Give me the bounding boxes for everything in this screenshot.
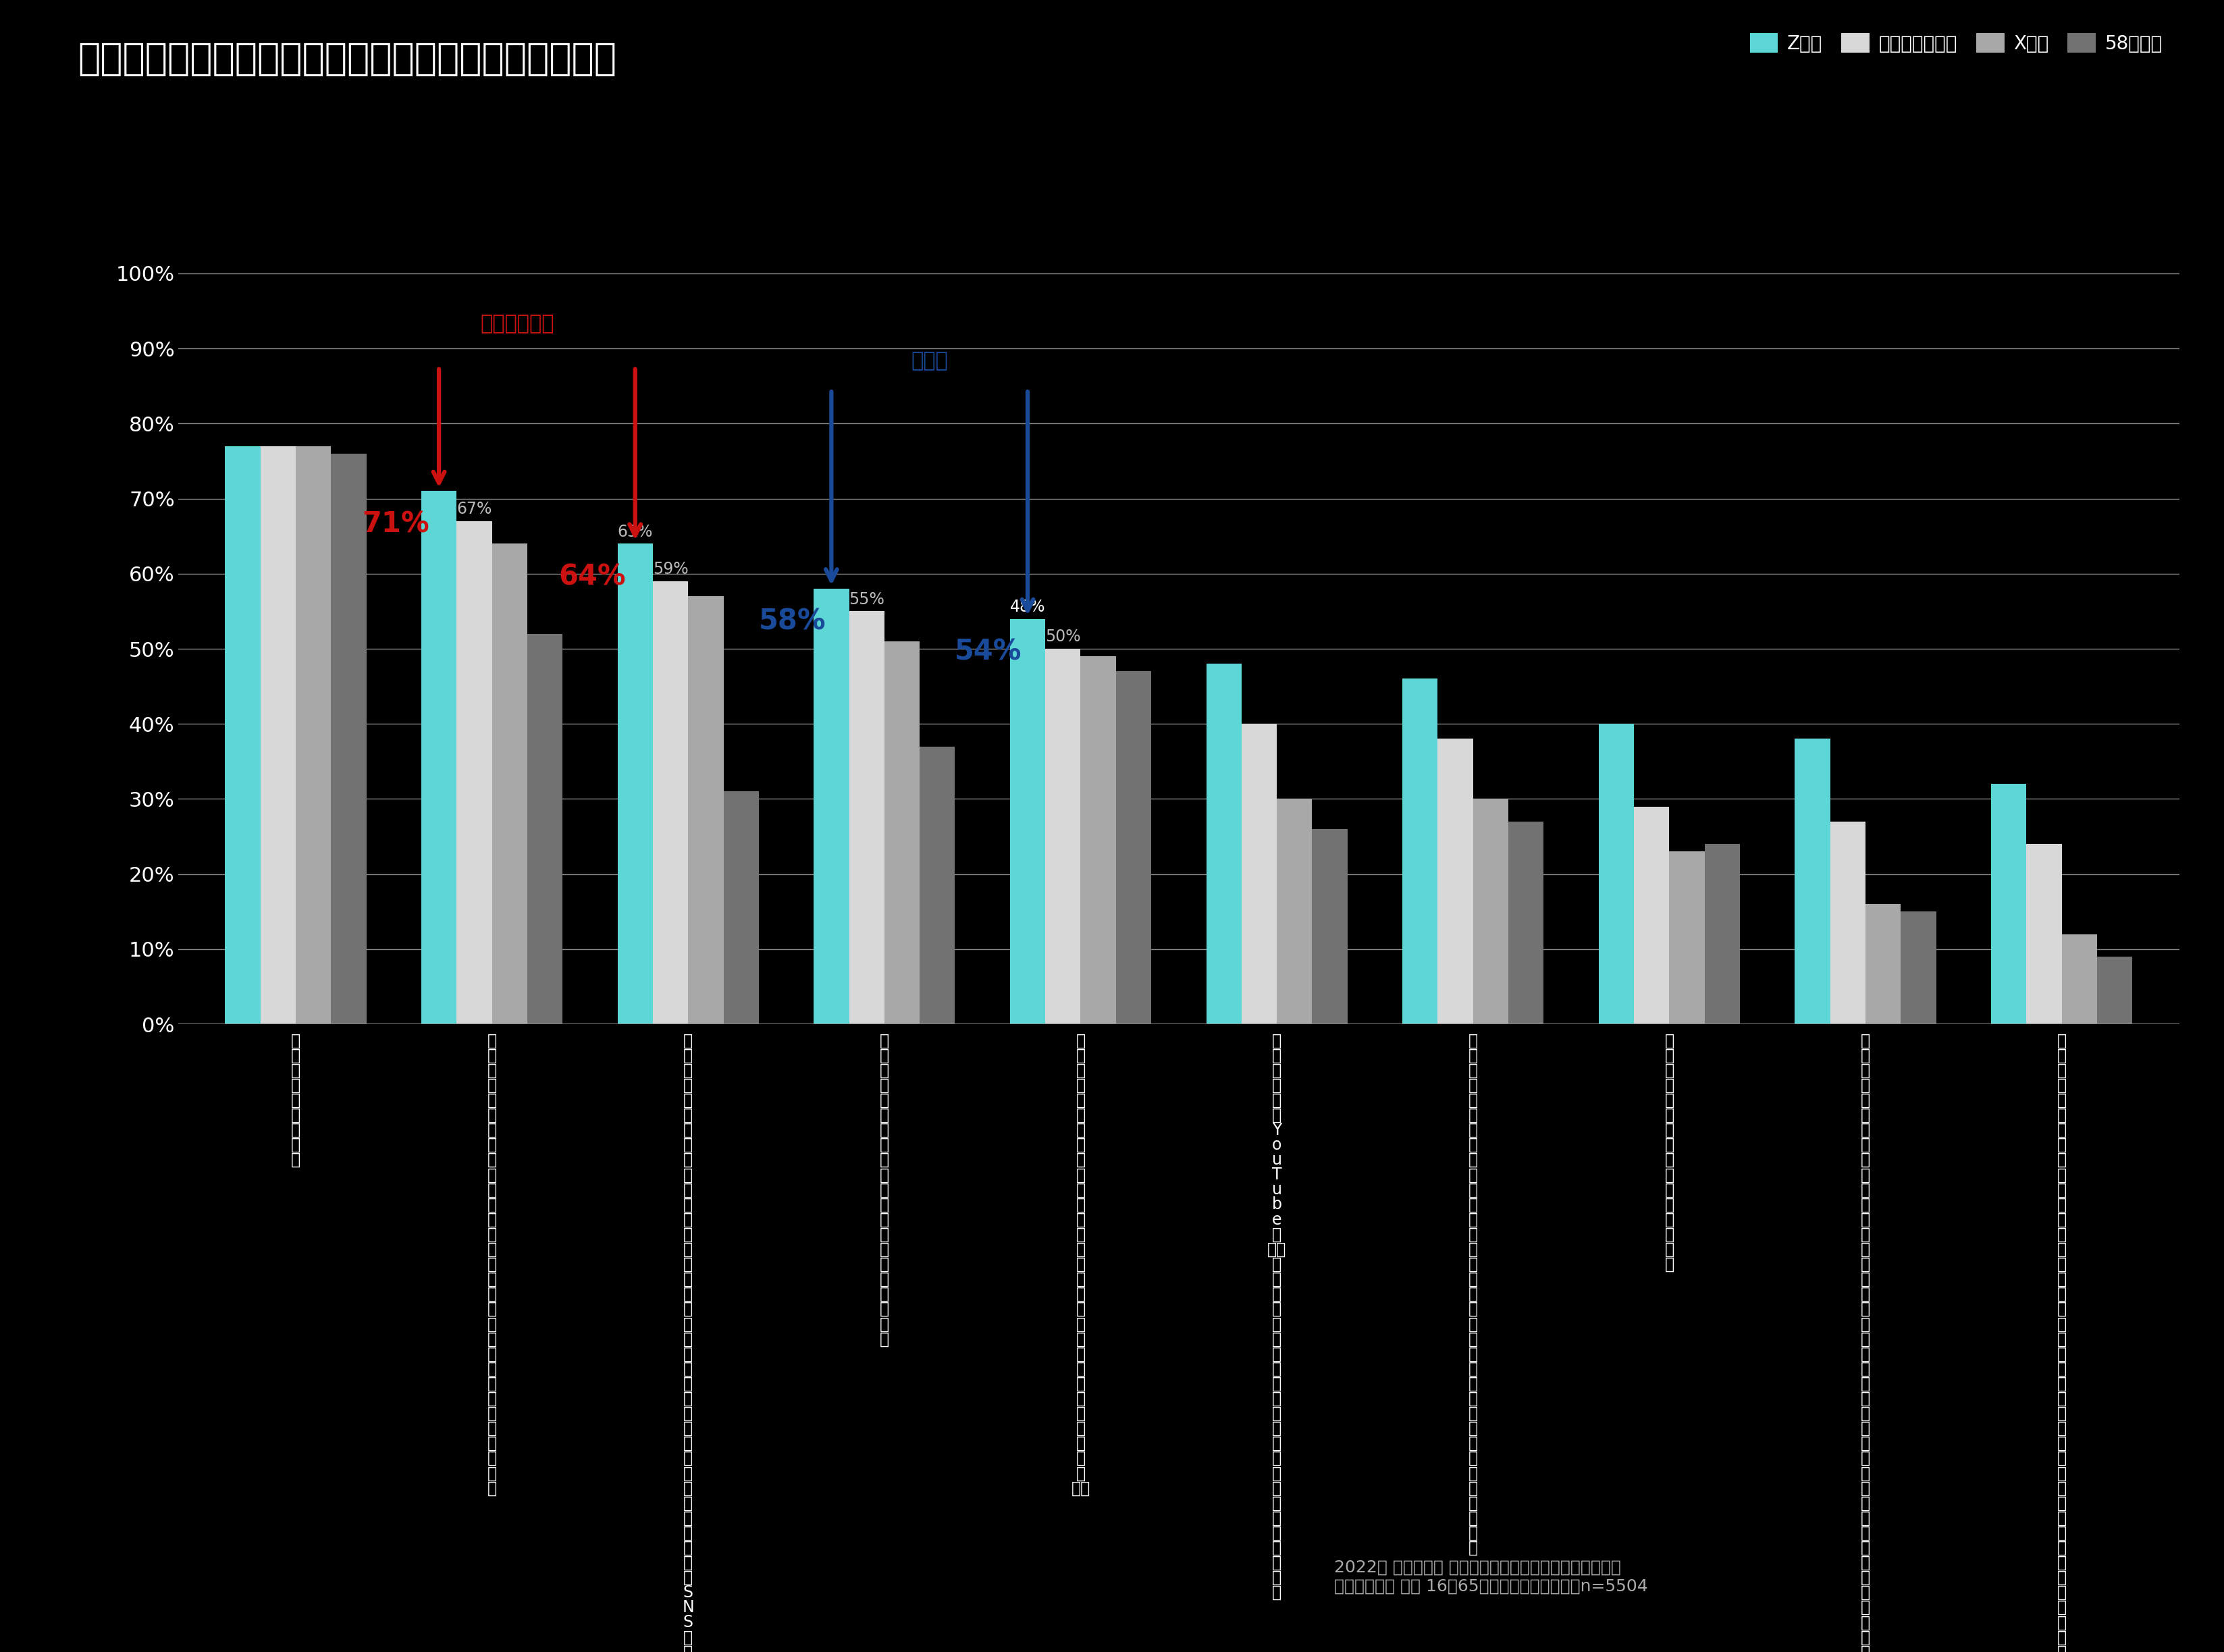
Text: 63%: 63% bbox=[618, 524, 654, 540]
Bar bbox=[527, 634, 563, 1024]
Text: 時
間
を
大
切
に
し
た
い: 時 間 を 大 切 に し た い bbox=[291, 1032, 300, 1168]
Bar bbox=[885, 641, 921, 1024]
Bar bbox=[1081, 656, 1116, 1024]
Bar bbox=[2097, 957, 2133, 1024]
Text: 67%: 67% bbox=[456, 501, 492, 517]
Text: 50%: 50% bbox=[1045, 629, 1081, 644]
Bar bbox=[1795, 738, 1830, 1024]
Text: 2022年 インテージ 産学連携生活者研究プロジェクト調べ
ベース：全国 男女 16〜65歳　サンプルサイズ：n=5504: 2022年 インテージ 産学連携生活者研究プロジェクト調べ ベース：全国 男女 … bbox=[1334, 1559, 1648, 1594]
Bar bbox=[1670, 851, 1704, 1024]
Bar bbox=[654, 582, 687, 1024]
Bar bbox=[225, 446, 260, 1024]
Bar bbox=[618, 544, 654, 1024]
Bar bbox=[456, 520, 492, 1024]
Bar bbox=[260, 446, 296, 1024]
Text: 71%: 71% bbox=[363, 510, 429, 539]
Text: 動
画
・
テ
レ
ビ
・
投
稿
な
ど
、
音
楽
の
視
聴
を
同
時
に
す
る
こ
と
が
多
い
（
テ
レ
ビ
を
観
な
が
ら
S
N
S
: 動 画 ・ テ レ ビ ・ 投 稿 な ど 、 音 楽 の 視 聴 を 同 時 … bbox=[678, 1032, 698, 1652]
Bar bbox=[492, 544, 527, 1024]
Bar bbox=[1277, 800, 1312, 1024]
Text: 毎
日
忙
し
く
、
感
じ
が
す
る
、
時
間
に
追
わ
れ
て
い
る: 毎 日 忙 し く 、 感 じ が す る 、 時 間 に 追 わ れ て い … bbox=[881, 1032, 890, 1346]
Bar bbox=[814, 588, 850, 1024]
Text: 58%: 58% bbox=[758, 608, 825, 636]
Text: 時短型: 時短型 bbox=[912, 352, 947, 372]
Bar bbox=[1437, 738, 1472, 1024]
Text: タイム・パフォーマンスに関する世代別意識調査結果: タイム・パフォーマンスに関する世代別意識調査結果 bbox=[78, 41, 616, 78]
Bar bbox=[2026, 844, 2062, 1024]
Bar bbox=[1010, 620, 1045, 1024]
Bar bbox=[1599, 724, 1635, 1024]
Bar bbox=[850, 611, 885, 1024]
Text: 48%: 48% bbox=[1010, 598, 1045, 615]
Legend: Z世代, ミレニアル世代, X世代, 58歳以上: Z世代, ミレニアル世代, X世代, 58歳以上 bbox=[1741, 26, 2171, 61]
Bar bbox=[1045, 649, 1081, 1024]
Bar bbox=[1830, 821, 1866, 1024]
Bar bbox=[687, 596, 723, 1024]
Bar bbox=[1508, 821, 1543, 1024]
Text: 何
か
す
る
と
き
、
得
ら
れ
る
価
値
「
使
う
時
間
」
の
バ
ラ
ン
ス
を
考
え
る
よ
う
に
し
て
い
る: 何 か す る と き 、 得 ら れ る 価 値 「 使 う 時 間 」 の … bbox=[1468, 1032, 1477, 1556]
Text: 54%: 54% bbox=[954, 638, 1023, 666]
Text: 一
定
の
時
間
の
中
で
、
で
き
る
だ
け
多
く
の
こ
と
を
楽
し
み
た
い
、
経
験
し
た
い: 一 定 の 時 間 の 中 で 、 で き る だ け 多 く の こ と を … bbox=[487, 1032, 496, 1497]
Bar bbox=[1241, 724, 1277, 1024]
Text: 書
籍
・
映
画
・
ゲ
ー
ム
な
ど
は
、
事
前
に
要
約
や
ネ
タ
バ
レ
を
確
認
し
て
か
ら
実
際
に
自
分
で
体
験
す
る
: 書 籍 ・ 映 画 ・ ゲ ー ム な ど は 、 事 前 に 要 約 や ネ … bbox=[2057, 1032, 2066, 1652]
Text: バラエティ型: バラエティ型 bbox=[480, 314, 554, 334]
Bar bbox=[1116, 671, 1152, 1024]
Bar bbox=[1704, 844, 1739, 1024]
Bar bbox=[1472, 800, 1508, 1024]
Text: 64%: 64% bbox=[558, 562, 625, 591]
Bar bbox=[1902, 912, 1937, 1024]
Text: 55%: 55% bbox=[850, 591, 885, 608]
Bar bbox=[296, 446, 331, 1024]
Bar bbox=[331, 454, 367, 1024]
Bar bbox=[420, 491, 456, 1024]
Bar bbox=[921, 747, 954, 1024]
Bar bbox=[1990, 785, 2026, 1024]
Text: 動
画
（
映
画
や
Y
o
u
T
u
b
e
な
ど）
は
部
分
的
に
視
聴
し
た
り
倍
速
で
観
た
り
す
る
こ
と
が
多
い: 動 画 （ 映 画 や Y o u T u b e な ど） は 部 分 的 に… bbox=[1268, 1032, 1285, 1601]
Bar bbox=[2062, 933, 2097, 1024]
Text: 59%: 59% bbox=[652, 562, 687, 578]
Bar bbox=[1205, 664, 1241, 1024]
Text: 毎
日
の
時
間
の
使
い
方
に
満
足
し
て
い
る: 毎 日 の 時 間 の 使 い 方 に 満 足 し て い る bbox=[1664, 1032, 1675, 1272]
Bar bbox=[1403, 679, 1437, 1024]
Bar bbox=[723, 791, 758, 1024]
Bar bbox=[1312, 829, 1348, 1024]
Text: 書
籍
・
映
画
・
ゲ
ー
ム
な
ど
は
、
事
前
に
あ
ら
す
じ
や
口
コ
ミ
を
確
認
し
て
か
ら
実
際
に
自
分
で
体
験
す
: 書 籍 ・ 映 画 ・ ゲ ー ム な ど は 、 事 前 に あ ら す じ … bbox=[1861, 1032, 1870, 1652]
Bar bbox=[1866, 904, 1902, 1024]
Text: 家
事
な
ど
は
で
き
る
だ
け
並
行
し
て
行
う
よ
う
に
し
て
い
る
（
料
理
と
洗
濯
な
ど）: 家 事 な ど は で き る だ け 並 行 し て 行 う よ う に し … bbox=[1072, 1032, 1090, 1497]
Bar bbox=[1635, 806, 1670, 1024]
